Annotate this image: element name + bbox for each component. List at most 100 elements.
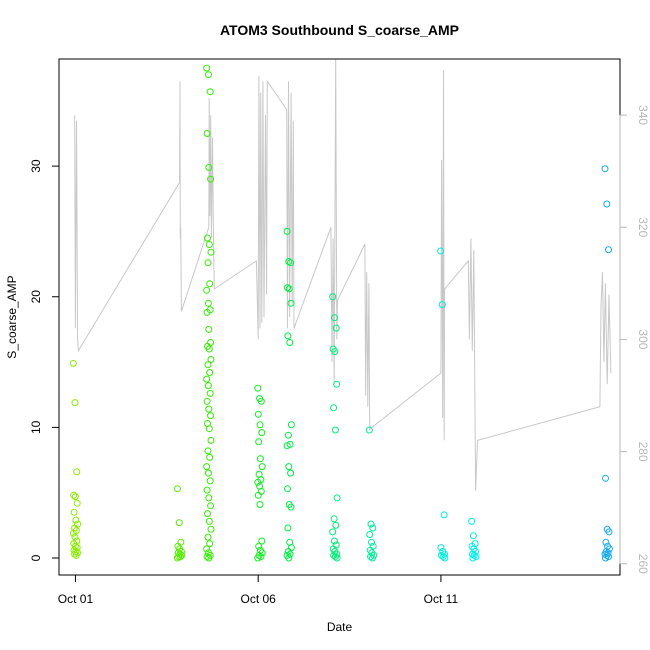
data-point (284, 284, 291, 292)
data-point (366, 531, 374, 538)
data-point (206, 88, 214, 96)
data-point (203, 286, 211, 294)
data-point (468, 517, 476, 525)
data-point (173, 485, 181, 493)
data-point (73, 468, 81, 476)
data-point (329, 293, 337, 301)
data-point (285, 554, 293, 562)
data-point (254, 410, 262, 418)
y-tick-label: 20 (29, 290, 43, 304)
data-point (603, 200, 611, 208)
data-point (284, 332, 292, 340)
data-point (331, 537, 338, 545)
y-axis-label: S_coarse_AMP (5, 275, 19, 358)
point-series-layer (69, 64, 613, 562)
right-y-tick-label: 280 (636, 442, 650, 462)
data-point (284, 524, 292, 532)
data-point (255, 542, 263, 550)
data-point (365, 426, 373, 434)
data-point (204, 469, 212, 477)
data-point (367, 520, 375, 528)
data-point (204, 299, 212, 307)
data-point (472, 553, 480, 561)
data-point (173, 554, 181, 562)
data-point (203, 486, 211, 494)
data-point (205, 163, 213, 171)
data-point (285, 463, 293, 471)
data-point (369, 524, 377, 532)
data-point (72, 516, 80, 524)
data-point (441, 554, 449, 562)
data-point (175, 519, 183, 527)
data-point (367, 553, 375, 561)
data-point (205, 325, 213, 333)
data-point (256, 421, 264, 429)
data-point (254, 491, 262, 499)
data-point (333, 554, 341, 562)
x-axis: Oct 01 Oct 06 Oct 11 (58, 574, 458, 606)
data-point (206, 540, 214, 548)
right-y-tick-label: 340 (636, 105, 650, 125)
right-y-tick-label: 300 (636, 329, 650, 349)
data-point (71, 493, 79, 501)
data-point (204, 71, 212, 79)
data-point (440, 511, 448, 519)
data-point (206, 389, 214, 397)
data-point (207, 175, 215, 183)
data-point (204, 510, 211, 518)
data-point (206, 477, 214, 485)
data-point (204, 447, 212, 455)
data-point (71, 550, 79, 558)
data-point (203, 64, 211, 72)
data-point (203, 397, 211, 405)
data-point (287, 299, 295, 307)
data-point (332, 521, 340, 529)
data-point (203, 553, 211, 561)
data-point (256, 455, 264, 463)
data-point (286, 339, 294, 346)
data-point (203, 375, 211, 383)
data-point (283, 227, 291, 235)
data-point (206, 369, 214, 376)
data-point (205, 425, 213, 433)
data-point (331, 348, 339, 356)
data-point (258, 537, 266, 545)
data-point (204, 361, 212, 369)
data-point (70, 508, 78, 516)
x-tick-label: Oct 06 (241, 592, 277, 606)
data-point (207, 356, 215, 363)
data-point (73, 499, 81, 507)
data-point (333, 494, 341, 502)
data-point (254, 478, 262, 486)
y-tick-label: 10 (29, 420, 43, 434)
data-point (602, 554, 609, 562)
data-point (601, 165, 609, 173)
chart-title: ATOM3 Southbound S_coarse_AMP (220, 22, 459, 38)
data-point (605, 246, 612, 254)
data-point (207, 525, 215, 533)
right-y-axis: 260 280 300 320 340 (619, 105, 650, 574)
data-point (207, 502, 215, 510)
data-point (69, 359, 77, 367)
data-point (205, 345, 213, 353)
data-point (602, 474, 609, 482)
data-point (204, 533, 212, 541)
data-point (177, 538, 185, 546)
data-point (206, 453, 214, 461)
data-point (368, 554, 376, 562)
data-point (287, 421, 295, 429)
data-point (207, 248, 215, 256)
data-point (437, 247, 445, 255)
line-series-0 (74, 58, 612, 491)
data-point (69, 529, 77, 537)
data-point (329, 528, 337, 536)
data-point (203, 308, 211, 316)
data-point (437, 544, 445, 552)
data-point (177, 553, 184, 561)
data-point (285, 258, 293, 265)
data-point (207, 339, 215, 346)
data-point (204, 234, 211, 242)
data-point (205, 494, 213, 502)
x-axis-label: Date (327, 620, 353, 634)
data-point (284, 431, 292, 439)
